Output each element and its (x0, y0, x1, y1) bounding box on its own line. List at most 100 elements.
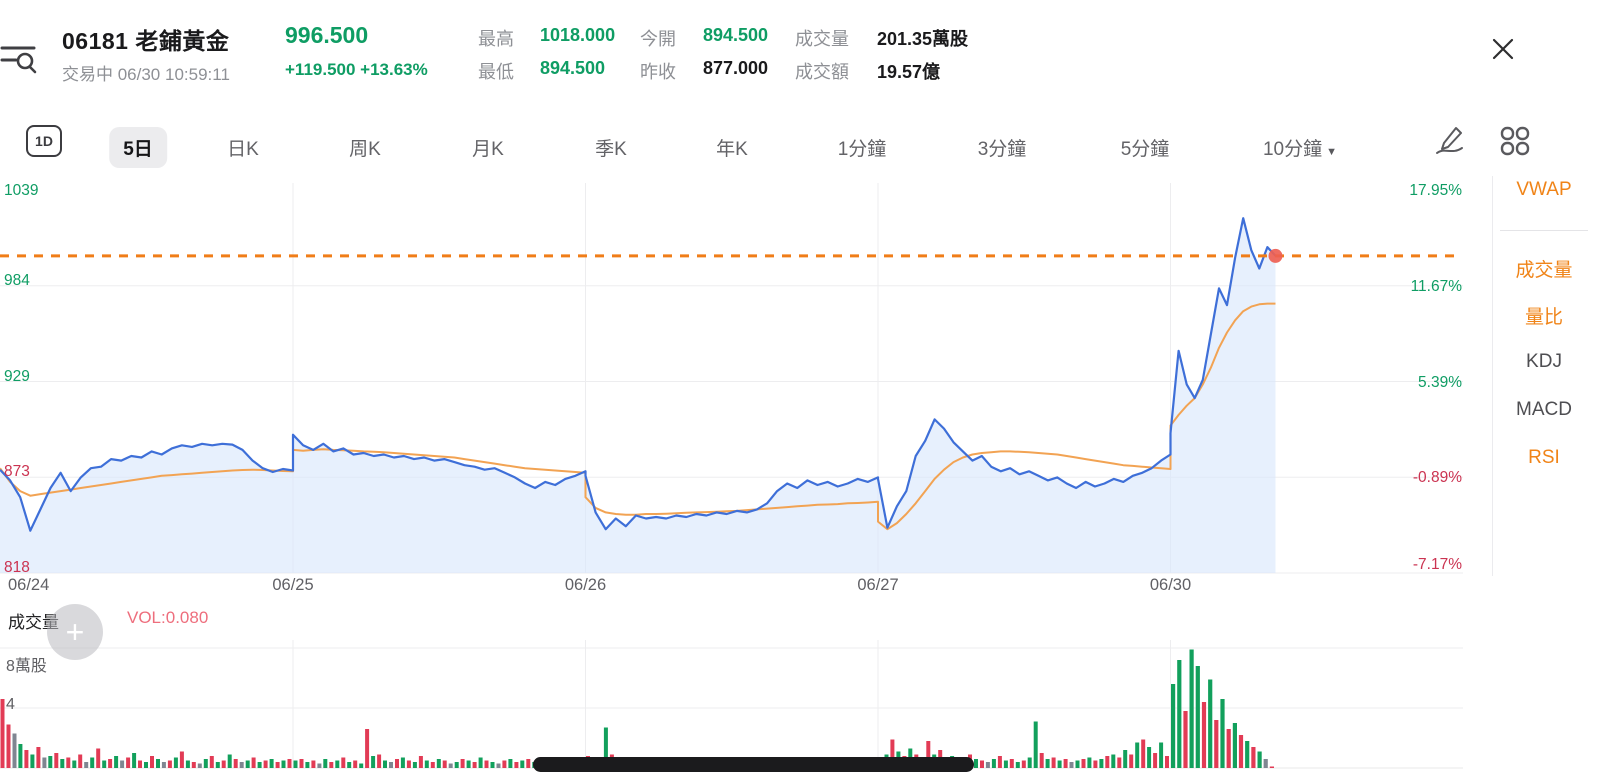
volume-bar (1003, 760, 1008, 768)
volume-bar (395, 759, 399, 768)
volume-bar (383, 760, 387, 768)
volume-bar (179, 751, 184, 768)
volume-bar (257, 762, 262, 768)
tab-3分鐘[interactable]: 3分鐘 (977, 139, 1027, 160)
volume-bar (245, 760, 250, 768)
y-axis-price-label: 873 (4, 463, 30, 481)
volume-axis-top-label: 8萬股 (6, 658, 47, 675)
volume-bar (215, 762, 220, 768)
grid-layout-icon[interactable] (1500, 126, 1530, 156)
volume-bar (478, 757, 483, 768)
tab-日K[interactable]: 日K (227, 139, 259, 160)
volume-bar (42, 757, 47, 768)
add-indicator-button[interactable]: + (47, 604, 103, 660)
sidebar-indicator-KDJ[interactable]: KDJ (1526, 351, 1562, 372)
sidebar-indicator-MACD[interactable]: MACD (1516, 399, 1572, 420)
close-icon[interactable] (1486, 32, 1520, 66)
volume-bar (974, 759, 978, 768)
volume-bar (430, 762, 435, 768)
volume-bar (317, 763, 322, 768)
tab-1分鐘[interactable]: 1分鐘 (837, 139, 887, 160)
volume-bar (1269, 766, 1274, 768)
volume-bar (161, 762, 166, 768)
tab-5日[interactable]: 5日 (109, 127, 167, 168)
volume-bar (508, 759, 513, 768)
volume-bar (18, 744, 23, 768)
volume-bar (1093, 760, 1098, 768)
volume-bar (1153, 753, 1158, 768)
volume-bar (1015, 762, 1020, 768)
volume-bar (1081, 759, 1086, 768)
volume-bar (365, 729, 370, 768)
volume-bar (389, 762, 393, 768)
volume-bar (1129, 754, 1134, 768)
volume-bar (1159, 742, 1164, 768)
volume-bar (335, 760, 340, 768)
price-area-fill (0, 218, 1276, 573)
sidebar-indicator-量比[interactable]: 量比 (1524, 307, 1563, 328)
trading-status-time: 交易中 06/30 10:59:11 (62, 65, 230, 84)
current-price-dot (1268, 248, 1283, 263)
volume-bar (1183, 711, 1188, 768)
volume-bar (1232, 723, 1237, 768)
tab-10分鐘[interactable]: 10分鐘 ▼ (1262, 139, 1338, 160)
volume-bar (603, 727, 608, 768)
volume-bar (520, 760, 525, 768)
volume-bar (84, 762, 89, 768)
stat-label: 成交額 (795, 62, 849, 82)
volume-bar (191, 762, 196, 768)
volume-bar (150, 756, 154, 768)
volume-bar (1099, 759, 1104, 768)
volume-bar (120, 760, 125, 768)
y-axis-percent-label: -7.17% (1412, 556, 1462, 573)
sidebar-indicator-RSI[interactable]: RSI (1528, 447, 1560, 468)
volume-bar (406, 760, 411, 768)
volume-bar (1208, 679, 1213, 768)
tab-周K[interactable]: 周K (349, 139, 381, 160)
stat-label: 成交量 (795, 29, 849, 49)
volume-bar (329, 762, 334, 768)
volume-bar (448, 763, 453, 768)
stat-label: 最低 (478, 62, 514, 82)
y-axis-percent-label: 11.67% (1410, 277, 1462, 295)
stat-value: 1018.000 (540, 25, 616, 45)
volume-bar (203, 759, 208, 768)
volume-bar (1033, 721, 1038, 768)
stat-value: 201.35萬股 (877, 29, 969, 49)
search-icon[interactable] (0, 38, 42, 80)
volume-bar (436, 759, 441, 768)
volume-bar (359, 763, 364, 768)
vwap-line (0, 302, 1276, 531)
pencil-draw-icon[interactable] (1432, 124, 1466, 158)
sidebar-indicator-成交量[interactable]: 成交量 (1515, 260, 1573, 281)
sidebar-indicator-VWAP[interactable]: VWAP (1516, 179, 1572, 200)
volume-bar (36, 747, 41, 768)
volume-bar (1171, 684, 1176, 768)
volume-bar (1123, 750, 1128, 768)
scroll-drag-handle[interactable] (533, 757, 974, 772)
volume-bar (167, 760, 172, 768)
volume-bar (12, 733, 17, 768)
tab-年K[interactable]: 年K (716, 139, 748, 160)
volume-bar (1111, 754, 1116, 768)
volume-bar (1195, 666, 1200, 768)
volume-bar (1201, 702, 1207, 768)
tab-5分鐘[interactable]: 5分鐘 (1120, 139, 1170, 160)
volume-bar (926, 741, 931, 768)
volume-bar (108, 759, 113, 768)
volume-bar (173, 757, 178, 768)
volume-bar (209, 756, 214, 768)
volume-bar (54, 753, 59, 768)
tab-月K[interactable]: 月K (472, 139, 504, 160)
tab-季K[interactable]: 季K (595, 139, 627, 160)
volume-bar (90, 757, 95, 768)
stat-value: 877.000 (703, 58, 769, 78)
volume-bar (454, 762, 459, 768)
volume-bar (1087, 757, 1092, 768)
y-axis-percent-label: 17.95% (1409, 182, 1462, 199)
volume-bar (1189, 649, 1194, 768)
stock-code-name: 06181 老鋪黃金 (62, 28, 230, 54)
volume-bar (1135, 742, 1140, 768)
tab-1d[interactable]: 1D (26, 125, 62, 157)
